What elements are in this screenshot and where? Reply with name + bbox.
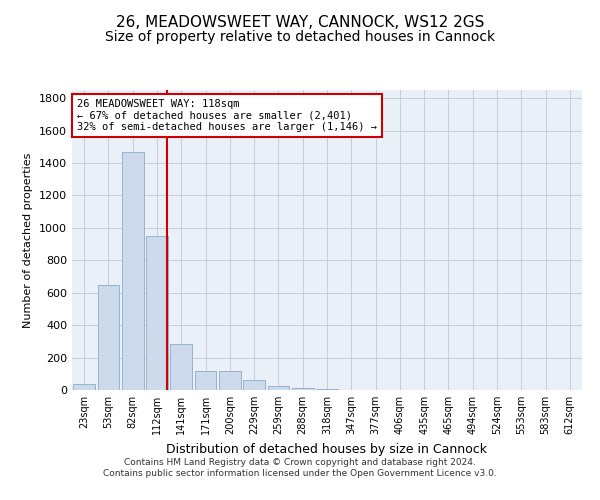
Bar <box>268 386 289 390</box>
X-axis label: Distribution of detached houses by size in Cannock: Distribution of detached houses by size … <box>167 442 487 456</box>
Text: Contains public sector information licensed under the Open Government Licence v3: Contains public sector information licen… <box>103 470 497 478</box>
Bar <box>194 370 217 390</box>
Text: 26 MEADOWSWEET WAY: 118sqm
← 67% of detached houses are smaller (2,401)
32% of s: 26 MEADOWSWEET WAY: 118sqm ← 67% of deta… <box>77 99 377 132</box>
Bar <box>97 284 119 390</box>
Bar <box>292 388 314 390</box>
Bar <box>73 384 95 390</box>
Bar <box>122 152 143 390</box>
Bar <box>219 370 241 390</box>
Bar <box>316 389 338 390</box>
Bar <box>146 236 168 390</box>
Text: 26, MEADOWSWEET WAY, CANNOCK, WS12 2GS: 26, MEADOWSWEET WAY, CANNOCK, WS12 2GS <box>116 15 484 30</box>
Bar <box>170 344 192 390</box>
Y-axis label: Number of detached properties: Number of detached properties <box>23 152 34 328</box>
Text: Contains HM Land Registry data © Crown copyright and database right 2024.: Contains HM Land Registry data © Crown c… <box>124 458 476 467</box>
Text: Size of property relative to detached houses in Cannock: Size of property relative to detached ho… <box>105 30 495 44</box>
Bar <box>243 380 265 390</box>
